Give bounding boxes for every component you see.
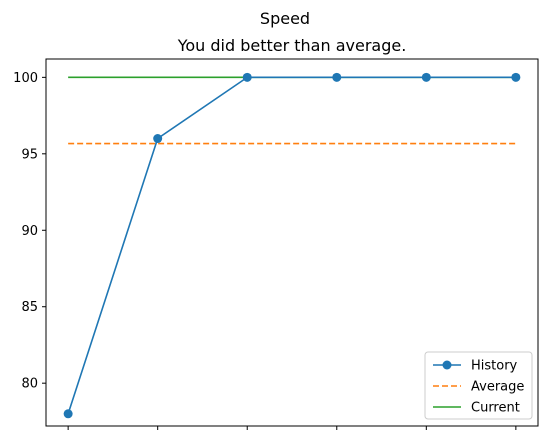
- history-point: [421, 72, 431, 82]
- history-point: [332, 72, 342, 82]
- y-tick-label: 85: [21, 300, 38, 315]
- x-axis: [67, 426, 517, 430]
- legend-marker-history: [442, 360, 452, 370]
- legend: History Average Current: [424, 351, 533, 420]
- chart-suptitle: Speed: [260, 9, 310, 28]
- y-tick-label: 100: [13, 71, 38, 86]
- history-point: [511, 72, 521, 82]
- legend-label-history: History: [471, 359, 518, 374]
- history-series-line: [67, 76, 516, 415]
- y-tick-label: 80: [21, 377, 38, 392]
- y-tick-label: 90: [21, 224, 38, 239]
- history-point: [63, 409, 73, 419]
- history-point: [153, 134, 163, 144]
- chart-title: You did better than average.: [177, 36, 407, 55]
- legend-box: [424, 351, 533, 420]
- series-layer: [63, 72, 521, 419]
- legend-label-current: Current: [471, 401, 520, 416]
- y-tick-label: 95: [21, 147, 38, 162]
- legend-label-average: Average: [471, 380, 524, 395]
- history-point: [242, 72, 252, 82]
- y-axis: 80 85 90 95 100: [13, 71, 46, 392]
